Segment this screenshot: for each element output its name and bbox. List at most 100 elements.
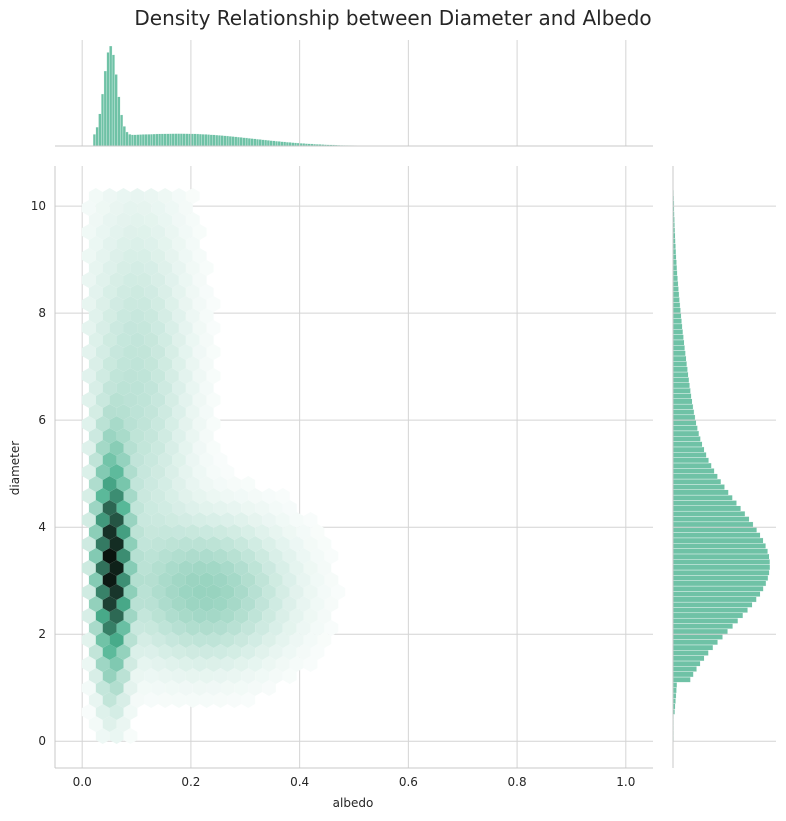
hexbin-cell: [172, 284, 186, 300]
hexbin-cell: [102, 692, 117, 708]
x-tick-label: 0.4: [290, 775, 309, 789]
hexbin-cell: [137, 392, 152, 408]
hexbin-cell: [102, 308, 117, 324]
hexbin-cell: [172, 548, 186, 564]
right-histogram-bar: [672, 634, 723, 640]
right-histogram-bar: [672, 318, 682, 325]
right-histogram-bar: [672, 650, 709, 656]
hexbin-cell: [220, 632, 235, 648]
hexbin-cell: [296, 620, 311, 636]
hexbin-cell: [262, 512, 276, 528]
right-histogram-bar: [672, 682, 678, 688]
right-histogram-bar: [672, 527, 758, 533]
hexbin-cell: [109, 392, 124, 408]
hexbin-cell: [102, 572, 117, 588]
top-histogram-bar: [277, 141, 281, 147]
hexbin-cell: [88, 236, 103, 252]
hexbin-cell: [172, 476, 186, 492]
hexbin-cell: [109, 728, 124, 744]
hexbin-cell: [116, 644, 131, 660]
top-histogram-bar: [185, 133, 189, 147]
hexbin-cell: [116, 596, 131, 612]
hexbin-cell: [303, 512, 318, 528]
hexbin-cell: [178, 440, 193, 456]
hexbin-cell: [81, 584, 96, 600]
hexbin-cell: [165, 248, 179, 264]
hexbin-cell: [102, 332, 117, 348]
hexbin-cell: [241, 620, 256, 636]
hexbin-cell: [185, 404, 200, 420]
hexbin-cell: [151, 392, 166, 408]
hexbin-cell: [165, 608, 179, 624]
top-histogram-bar: [95, 126, 99, 147]
hexbin-cell: [95, 200, 110, 216]
hexbin-cell: [255, 668, 269, 684]
right-histogram-bar: [672, 591, 761, 597]
top-histogram-bar: [103, 70, 107, 147]
hexbin-cell: [165, 632, 179, 648]
hexbin-cell: [81, 632, 96, 648]
hexbin-cell: [81, 368, 96, 384]
hexbin-cell: [192, 584, 207, 600]
hexbin-cell: [102, 380, 117, 396]
top-histogram-bar: [147, 134, 151, 147]
right-histogram-bar: [672, 601, 753, 608]
hexbin-cell: [178, 224, 193, 240]
hexbin-cell: [165, 416, 179, 432]
hexbin-cell: [109, 248, 124, 264]
hexbin-cell: [185, 596, 200, 612]
hexbin-cell: [282, 596, 297, 612]
hexbin-cell: [158, 188, 172, 204]
hexbin-cell: [241, 500, 256, 516]
hexbin-cell: [109, 512, 124, 528]
hexbin-cell: [137, 416, 152, 432]
hexbin-cell: [130, 476, 145, 492]
hexbin-cell: [116, 236, 131, 252]
hexbin-cell: [81, 608, 96, 624]
hexbin-cell: [151, 248, 166, 264]
right-histogram-bar: [672, 323, 683, 330]
hexbin-cell: [116, 452, 131, 468]
hexbin-cell: [130, 596, 145, 612]
right-histogram-bar: [672, 468, 715, 474]
hexbin-cell: [158, 404, 172, 420]
hexbin-cell: [123, 704, 138, 720]
hexbin-cell: [185, 428, 200, 444]
top-histogram-bar: [242, 137, 246, 147]
hexbin-cell: [241, 596, 256, 612]
top-histogram-bar: [139, 134, 143, 147]
hexbin-cell: [88, 284, 103, 300]
hexbin-cell: [81, 464, 96, 480]
hexbin-cell: [158, 212, 172, 228]
hexbin-cell: [130, 548, 145, 564]
hexbin-cell: [241, 572, 256, 588]
hexbin-cell: [109, 296, 124, 312]
hexbin-cell: [158, 500, 172, 516]
hexbin-cell: [151, 632, 166, 648]
hexbin-cell: [95, 344, 110, 360]
hexbin-cell: [206, 464, 221, 480]
main-axes: [54, 145, 674, 769]
x-tick-label: 0.0: [73, 775, 92, 789]
hexbin-cell: [116, 380, 131, 396]
hexbin-cell: [88, 572, 103, 588]
hexbin-cell: [296, 572, 311, 588]
hexbin-cell: [269, 620, 283, 636]
hexbin-cell: [109, 200, 124, 216]
hexbin-cell: [123, 488, 138, 504]
hexbin-cell: [199, 644, 214, 660]
hexbin-cell: [213, 524, 228, 540]
hexbin-cell: [269, 668, 283, 684]
hexbin-cell: [206, 512, 221, 528]
right-histogram-bar: [672, 275, 678, 282]
hexbin-cell: [199, 308, 214, 324]
hexbin-cell: [172, 260, 186, 276]
hexbin-cell: [137, 584, 152, 600]
hexbin-cell: [137, 488, 152, 504]
hexbin-cell: [109, 440, 124, 456]
right-histogram-bar: [672, 382, 690, 389]
hexbin-cell: [192, 512, 207, 528]
top-histogram-bar: [264, 139, 268, 147]
hexbin-cell: [275, 512, 290, 528]
hexbin-cell: [172, 428, 186, 444]
